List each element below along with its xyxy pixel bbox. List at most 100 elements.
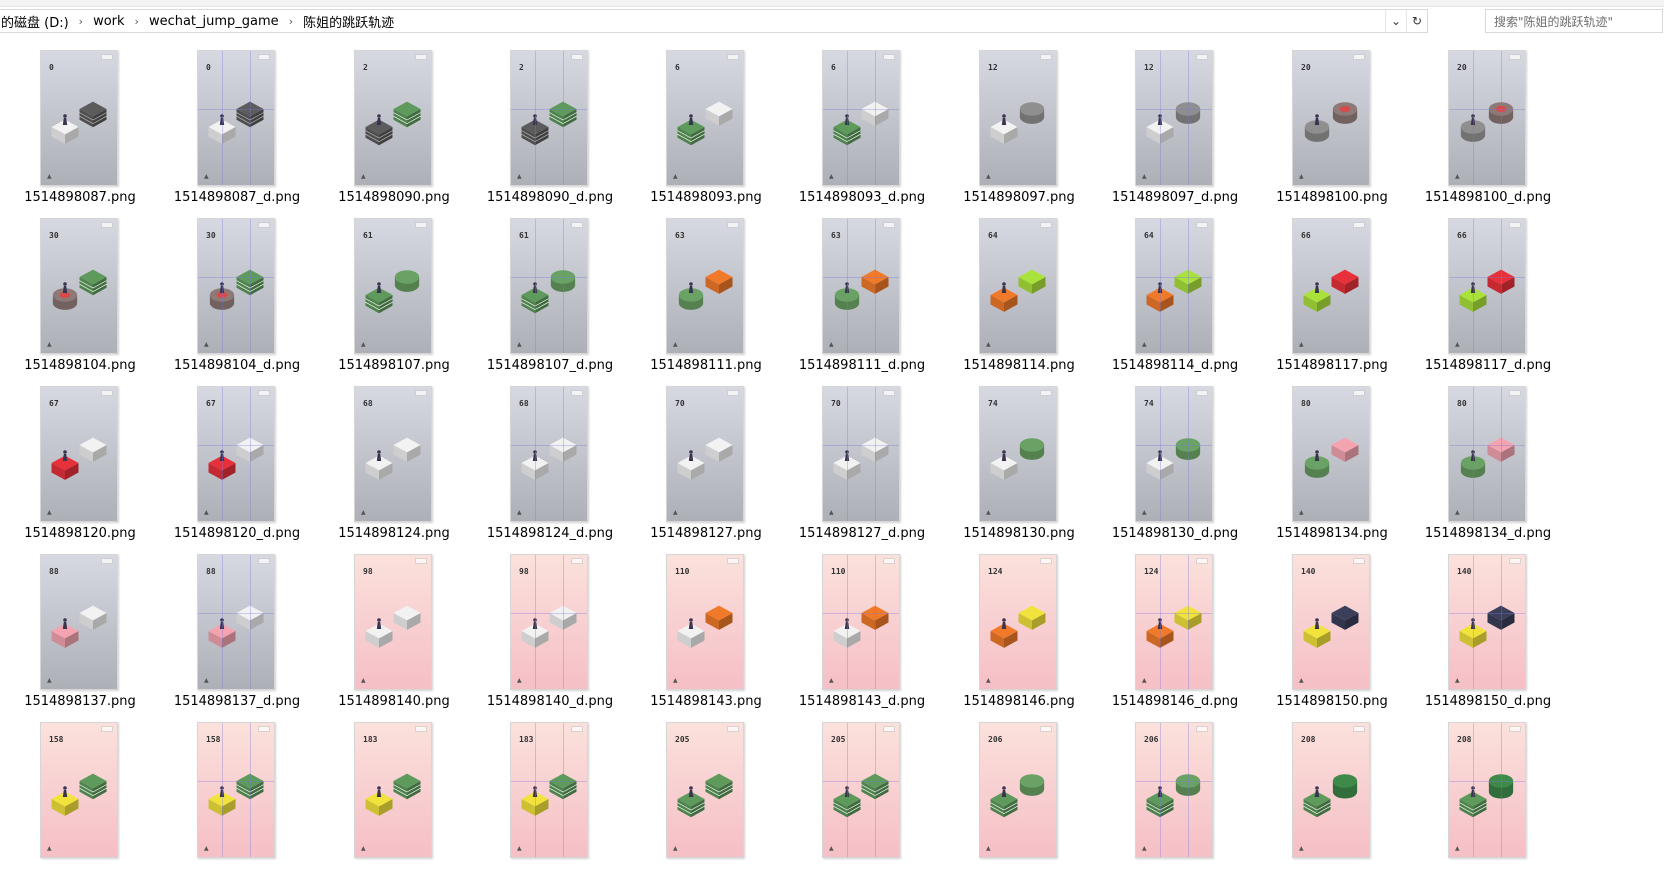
file-item[interactable]: 70 ▲ 1514898127_d.png <box>782 376 942 544</box>
file-name[interactable]: 1514898124_d.png <box>486 526 614 541</box>
file-name[interactable]: 1514898146_d.png <box>1111 694 1239 709</box>
file-name[interactable]: 1514898093.png <box>650 190 762 205</box>
file-item[interactable]: 64 ▲ 1514898114_d.png <box>1095 208 1255 376</box>
search-input[interactable]: 搜索"陈姐的跳跃轨迹" <box>1485 9 1663 33</box>
file-thumbnail[interactable]: 208 ▲ <box>1292 722 1370 858</box>
file-name[interactable]: 1514898093_d.png <box>798 190 926 205</box>
address-bar[interactable]: 的磁盘 (D:) › work › wechat_jump_game › 陈姐的… <box>0 9 1428 33</box>
file-item[interactable]: 88 ▲ 1514898137_d.png <box>157 544 317 712</box>
file-name[interactable]: 1514898130.png <box>963 526 1075 541</box>
file-item[interactable]: 158 ▲ <box>157 712 317 880</box>
file-item[interactable]: 63 ▲ 1514898111_d.png <box>782 208 942 376</box>
file-thumbnail[interactable]: 20 ▲ <box>1292 50 1370 186</box>
file-thumbnail[interactable]: 158 ▲ <box>40 722 118 858</box>
file-name[interactable]: 1514898130_d.png <box>1111 526 1239 541</box>
file-item[interactable]: 208 ▲ <box>1252 712 1412 880</box>
file-name[interactable]: 1514898143_d.png <box>798 694 926 709</box>
file-name[interactable]: 1514898100_d.png <box>1424 190 1552 205</box>
file-name[interactable]: 1514898097.png <box>963 190 1075 205</box>
file-thumbnail[interactable]: 98 ▲ <box>354 554 432 690</box>
file-item[interactable]: 74 ▲ 1514898130.png <box>939 376 1099 544</box>
file-thumbnail[interactable]: 158 ▲ <box>197 722 275 858</box>
file-name[interactable]: 1514898100.png <box>1276 190 1388 205</box>
file-item[interactable]: 98 ▲ 1514898140_d.png <box>470 544 630 712</box>
file-thumbnail[interactable]: 63 ▲ <box>822 218 900 354</box>
file-item[interactable]: 6 ▲ 1514898093.png <box>626 40 786 208</box>
file-name[interactable]: 1514898140.png <box>338 694 450 709</box>
file-name[interactable]: 1514898104.png <box>24 358 136 373</box>
file-name[interactable]: 1514898090_d.png <box>486 190 614 205</box>
file-item[interactable]: 205 ▲ <box>782 712 942 880</box>
file-item[interactable]: 61 ▲ 1514898107_d.png <box>470 208 630 376</box>
file-thumbnail[interactable]: 2 ▲ <box>510 50 588 186</box>
file-thumbnail[interactable]: 110 ▲ <box>822 554 900 690</box>
file-item[interactable]: 208 ▲ <box>1408 712 1568 880</box>
file-thumbnail[interactable]: 0 ▲ <box>40 50 118 186</box>
file-name[interactable]: 1514898114_d.png <box>1111 358 1239 373</box>
file-item[interactable]: 140 ▲ 1514898150_d.png <box>1408 544 1568 712</box>
file-thumbnail[interactable]: 61 ▲ <box>354 218 432 354</box>
file-thumbnail[interactable]: 12 ▲ <box>979 50 1057 186</box>
file-thumbnail[interactable]: 205 ▲ <box>822 722 900 858</box>
breadcrumb-work[interactable]: work <box>93 13 125 29</box>
file-thumbnail[interactable]: 110 ▲ <box>666 554 744 690</box>
file-thumbnail[interactable]: 66 ▲ <box>1448 218 1526 354</box>
file-name[interactable]: 1514898134_d.png <box>1424 526 1552 541</box>
file-item[interactable]: 12 ▲ 1514898097_d.png <box>1095 40 1255 208</box>
file-name[interactable]: 1514898087_d.png <box>173 190 301 205</box>
file-name[interactable]: 1514898107_d.png <box>486 358 614 373</box>
file-item[interactable]: 98 ▲ 1514898140.png <box>314 544 474 712</box>
file-item[interactable]: 68 ▲ 1514898124.png <box>314 376 474 544</box>
file-name[interactable]: 1514898140_d.png <box>486 694 614 709</box>
file-thumbnail[interactable]: 30 ▲ <box>197 218 275 354</box>
file-item[interactable]: 206 ▲ <box>939 712 1099 880</box>
file-item[interactable]: 124 ▲ 1514898146.png <box>939 544 1099 712</box>
file-thumbnail[interactable]: 206 ▲ <box>979 722 1057 858</box>
file-item[interactable]: 74 ▲ 1514898130_d.png <box>1095 376 1255 544</box>
file-thumbnail[interactable]: 88 ▲ <box>40 554 118 690</box>
file-name[interactable]: 1514898087.png <box>24 190 136 205</box>
file-thumbnail[interactable]: 70 ▲ <box>666 386 744 522</box>
chevron-right-icon[interactable]: › <box>288 14 294 28</box>
file-name[interactable]: 1514898120.png <box>24 526 136 541</box>
file-name[interactable]: 1514898111.png <box>650 358 762 373</box>
file-item[interactable]: 68 ▲ 1514898124_d.png <box>470 376 630 544</box>
file-name[interactable]: 1514898117.png <box>1276 358 1388 373</box>
breadcrumb-current-folder[interactable]: 陈姐的跳跃轨迹 <box>303 15 395 31</box>
file-item[interactable]: 2 ▲ 1514898090.png <box>314 40 474 208</box>
refresh-icon[interactable]: ↻ <box>1406 10 1427 32</box>
file-thumbnail[interactable]: 64 ▲ <box>1135 218 1213 354</box>
file-thumbnail[interactable]: 140 ▲ <box>1292 554 1370 690</box>
chevron-right-icon[interactable]: › <box>78 14 84 28</box>
file-item[interactable]: 88 ▲ 1514898137.png <box>0 544 160 712</box>
file-thumbnail[interactable]: 66 ▲ <box>1292 218 1370 354</box>
file-thumbnail[interactable]: 74 ▲ <box>979 386 1057 522</box>
file-name[interactable]: 1514898120_d.png <box>173 526 301 541</box>
file-thumbnail[interactable]: 2 ▲ <box>354 50 432 186</box>
file-name[interactable]: 1514898137.png <box>24 694 136 709</box>
file-thumbnail[interactable]: 183 ▲ <box>510 722 588 858</box>
file-thumbnail[interactable]: 68 ▲ <box>354 386 432 522</box>
file-item[interactable]: 30 ▲ 1514898104.png <box>0 208 160 376</box>
file-item[interactable]: 110 ▲ 1514898143.png <box>626 544 786 712</box>
file-item[interactable]: 158 ▲ <box>0 712 160 880</box>
breadcrumb-wechat-jump-game[interactable]: wechat_jump_game <box>148 13 279 29</box>
file-thumbnail[interactable]: 67 ▲ <box>40 386 118 522</box>
file-item[interactable]: 12 ▲ 1514898097.png <box>939 40 1099 208</box>
file-item[interactable]: 183 ▲ <box>314 712 474 880</box>
file-thumbnail[interactable]: 63 ▲ <box>666 218 744 354</box>
file-item[interactable]: 0 ▲ 1514898087.png <box>0 40 160 208</box>
file-name[interactable]: 1514898114.png <box>963 358 1075 373</box>
file-item[interactable]: 206 ▲ <box>1095 712 1255 880</box>
file-name[interactable]: 1514898150.png <box>1276 694 1388 709</box>
file-thumbnail[interactable]: 20 ▲ <box>1448 50 1526 186</box>
file-name[interactable]: 1514898146.png <box>963 694 1075 709</box>
file-thumbnail[interactable]: 205 ▲ <box>666 722 744 858</box>
file-thumbnail[interactable]: 12 ▲ <box>1135 50 1213 186</box>
file-thumbnail[interactable]: 80 ▲ <box>1448 386 1526 522</box>
file-item[interactable]: 20 ▲ 1514898100.png <box>1252 40 1412 208</box>
file-item[interactable]: 20 ▲ 1514898100_d.png <box>1408 40 1568 208</box>
file-thumbnail[interactable]: 30 ▲ <box>40 218 118 354</box>
file-item[interactable]: 6 ▲ 1514898093_d.png <box>782 40 942 208</box>
file-item[interactable]: 67 ▲ 1514898120.png <box>0 376 160 544</box>
